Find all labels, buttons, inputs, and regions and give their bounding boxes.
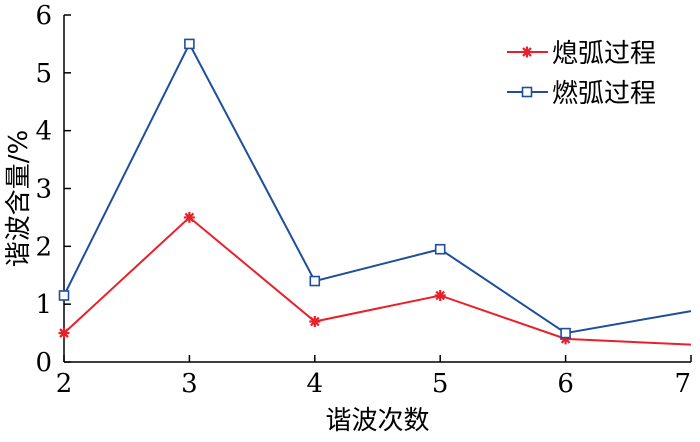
y-axis-title: 谐波含量/%: [4, 130, 34, 267]
series-line: [63, 216, 692, 346]
data-point: [434, 289, 446, 301]
data-point: [521, 46, 533, 58]
series-line: [63, 41, 692, 335]
y-tick-label: 6: [35, 1, 52, 31]
x-tick-label: 5: [432, 369, 449, 399]
data-point: [183, 211, 195, 223]
data-point: [560, 327, 571, 339]
data-point: [184, 38, 195, 50]
data-point: [309, 316, 321, 328]
legend-label: 燃弧过程: [552, 79, 656, 109]
series-1: [58, 211, 692, 346]
y-tick-label: 3: [35, 175, 52, 205]
x-ticks: 2 3 4 5 6 7: [56, 355, 692, 399]
x-tick-label: 2: [56, 369, 73, 399]
y-tick-label: 0: [35, 348, 52, 378]
y-tick-label: 4: [35, 117, 52, 147]
x-tick-label: 3: [181, 369, 198, 399]
x-tick-label: 6: [557, 369, 574, 399]
data-point: [521, 86, 533, 98]
data-point: [58, 327, 70, 339]
legend-entry: 熄弧过程: [507, 39, 656, 69]
legend-label: 熄弧过程: [552, 39, 656, 69]
y-tick-label: 5: [35, 59, 52, 89]
y-tick-label: 1: [35, 290, 52, 320]
y-tick-label: 2: [35, 232, 52, 262]
data-point: [309, 275, 321, 287]
data-point: [560, 333, 572, 345]
data-point: [58, 290, 70, 301]
x-tick-label: 7: [674, 369, 691, 399]
legend-entry: 燃弧过程: [507, 79, 656, 109]
series-group: [58, 38, 692, 346]
x-tick-label: 4: [307, 369, 324, 399]
x-axis-title: 谐波次数: [325, 406, 429, 436]
data-point: [434, 243, 446, 255]
y-ticks: 0 1 2 3 4 5 6: [35, 1, 71, 378]
series-2: [58, 38, 692, 339]
